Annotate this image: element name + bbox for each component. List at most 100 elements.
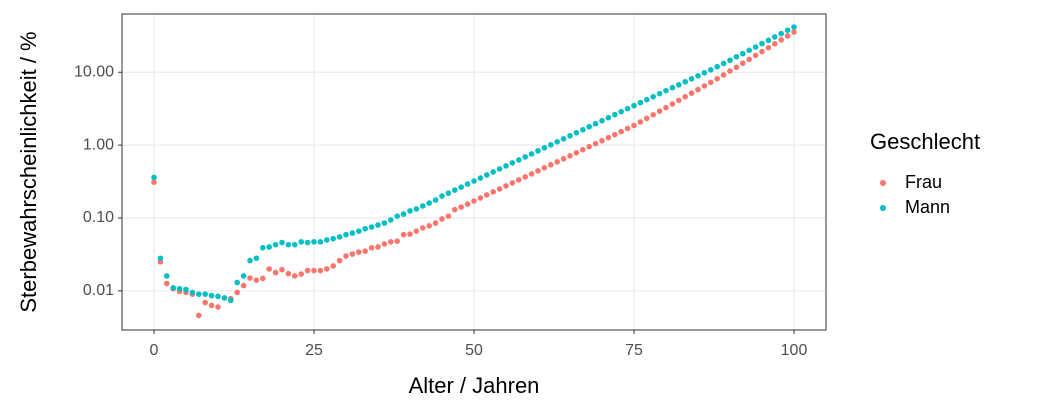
point: [528, 171, 535, 177]
point: [727, 57, 733, 64]
point: [682, 78, 688, 85]
point: [349, 230, 356, 236]
point: [503, 183, 509, 189]
point: [375, 222, 381, 228]
point: [522, 174, 528, 180]
point: [253, 277, 260, 283]
point: [644, 115, 650, 122]
point: [388, 217, 394, 223]
point: [317, 239, 324, 245]
point: [234, 289, 240, 296]
point: [208, 302, 215, 309]
point: [541, 165, 548, 171]
point: [477, 175, 484, 181]
point: [624, 125, 631, 132]
point: [368, 224, 375, 230]
point: [266, 266, 273, 272]
point: [240, 282, 247, 289]
point: [426, 200, 433, 206]
point: [272, 269, 279, 276]
point: [612, 131, 618, 138]
point: [490, 169, 497, 175]
point: [791, 24, 797, 30]
point: [650, 93, 656, 100]
point: [311, 239, 317, 245]
point: [752, 44, 759, 50]
point: [650, 111, 656, 118]
point: [234, 279, 240, 286]
legend-title: Geschlecht: [870, 129, 980, 154]
point: [260, 244, 266, 251]
y-tick-label: 0.10: [83, 209, 114, 226]
point: [208, 292, 215, 299]
point: [279, 239, 285, 246]
point: [631, 102, 637, 109]
point: [746, 56, 752, 63]
point: [637, 99, 644, 106]
legend: Frau Mann: [880, 172, 950, 217]
point: [253, 255, 260, 262]
point: [343, 253, 349, 259]
point: [298, 271, 305, 277]
point: [266, 244, 273, 250]
point: [695, 73, 701, 79]
point: [516, 157, 522, 163]
point: [202, 291, 208, 297]
point: [618, 128, 624, 135]
point: [484, 192, 490, 198]
point: [605, 134, 612, 141]
point: [580, 126, 586, 133]
point: [445, 190, 452, 196]
point: [157, 255, 164, 262]
point: [400, 231, 407, 238]
point: [464, 201, 471, 207]
point: [676, 81, 682, 88]
point: [196, 312, 202, 319]
point: [298, 239, 305, 245]
point: [765, 44, 772, 51]
x-axis-title: Alter / Jahren: [409, 373, 540, 398]
point: [215, 293, 221, 300]
point: [695, 86, 701, 93]
point: [599, 137, 605, 144]
point: [176, 285, 183, 292]
point: [708, 67, 714, 73]
point: [247, 275, 253, 281]
point: [765, 37, 772, 44]
point: [567, 132, 573, 139]
point: [151, 179, 157, 185]
point: [330, 235, 337, 242]
point: [336, 234, 343, 240]
point: [509, 180, 516, 186]
point: [324, 237, 330, 243]
legend-marker: [880, 205, 886, 211]
point: [714, 63, 720, 70]
point: [260, 275, 266, 282]
point: [356, 249, 362, 255]
point: [631, 122, 637, 129]
point: [324, 266, 330, 272]
point: [637, 119, 644, 125]
point: [573, 149, 580, 156]
point: [669, 84, 676, 91]
point: [644, 96, 650, 103]
point: [759, 48, 765, 55]
point: [759, 40, 765, 47]
point: [445, 213, 452, 219]
point: [215, 304, 221, 310]
point: [432, 220, 439, 226]
point: [548, 142, 554, 148]
point: [586, 143, 592, 150]
point: [279, 266, 285, 273]
point: [541, 145, 548, 151]
point: [733, 64, 740, 71]
point: [573, 129, 580, 136]
point: [247, 257, 253, 264]
point: [151, 174, 157, 181]
point: [612, 111, 618, 118]
point: [720, 72, 727, 78]
x-tick-label: 100: [781, 342, 808, 359]
point: [330, 263, 337, 269]
point: [772, 34, 778, 40]
